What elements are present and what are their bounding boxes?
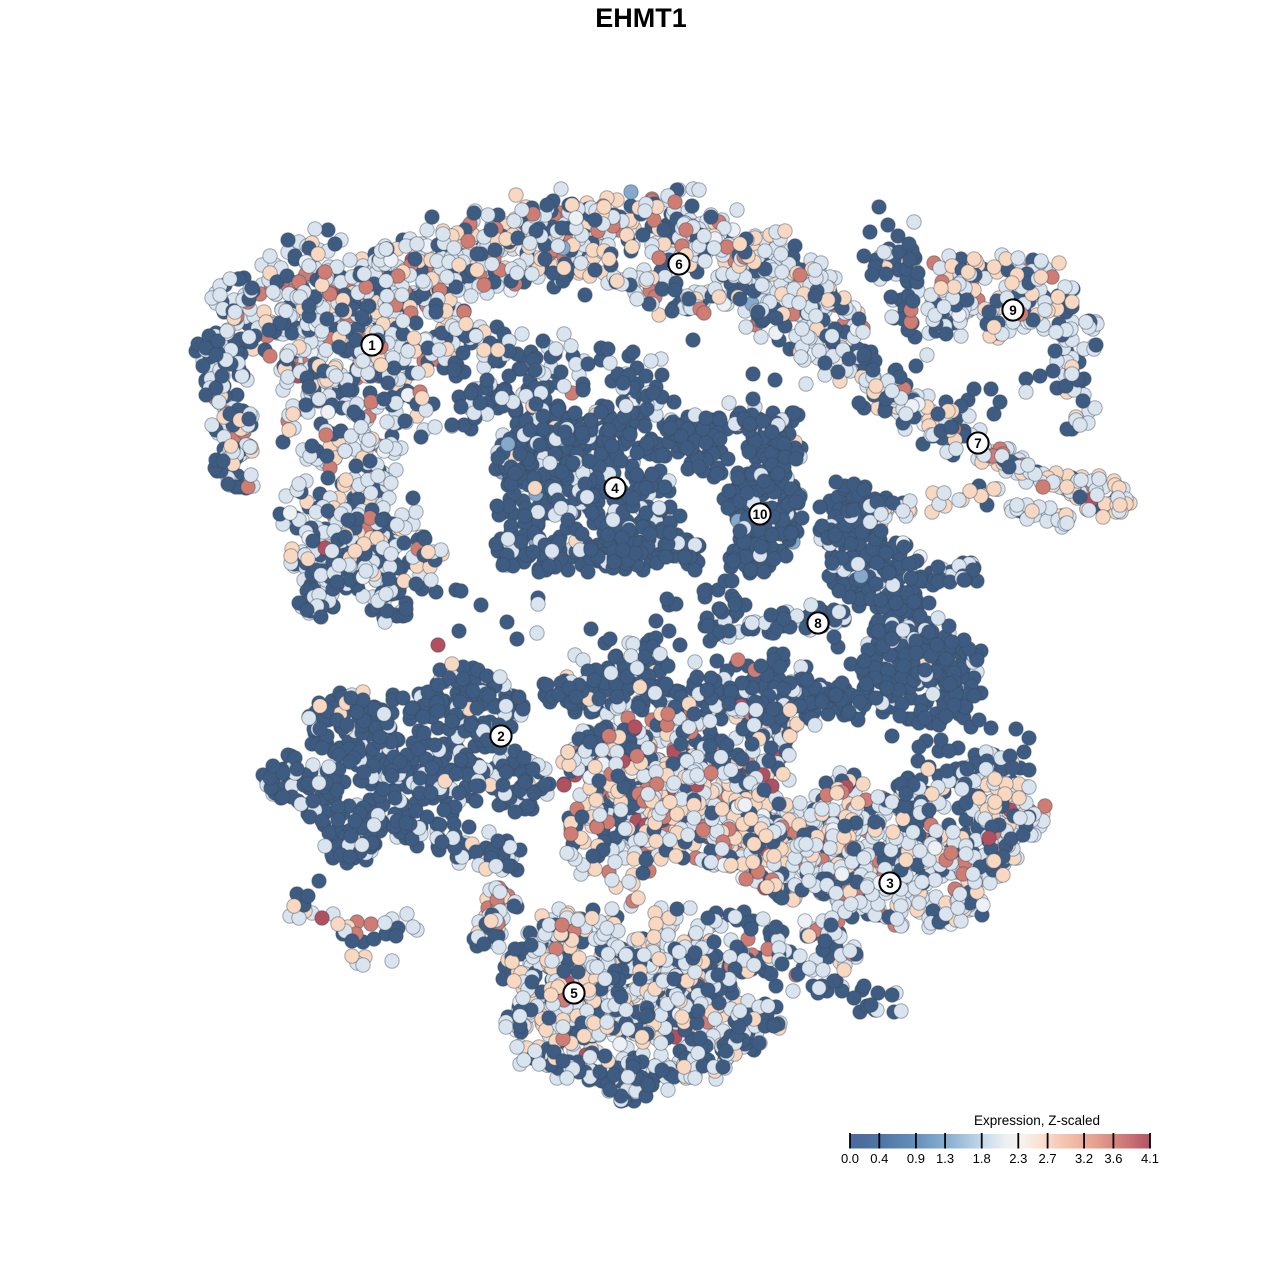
svg-text:EHMT1: EHMT1 xyxy=(595,3,687,33)
